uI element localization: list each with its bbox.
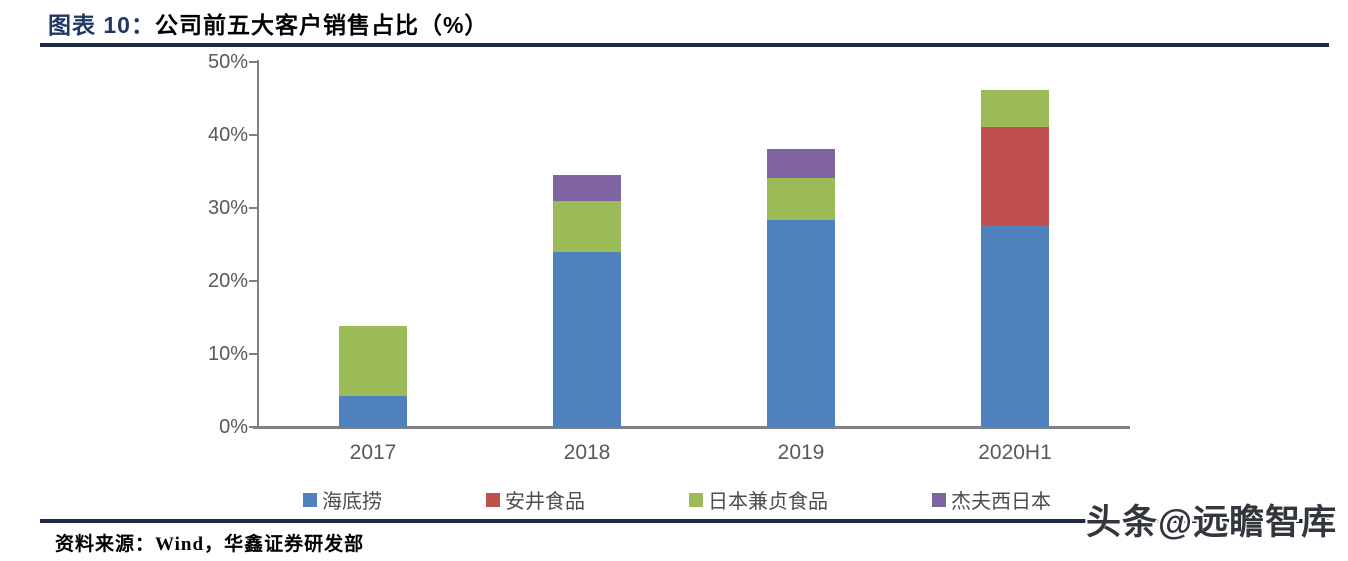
legend-swatch [689,492,703,507]
legend-swatch [303,492,317,507]
y-tick-mark [249,207,257,209]
legend-item: 安井食品 [486,485,585,514]
bar-segment [767,220,835,427]
y-tick-mark [249,353,257,355]
legend-label: 日本兼贞食品 [708,491,828,513]
legend-label: 杰夫西日本 [951,491,1051,513]
bar-segment [981,90,1049,127]
x-tick-label: 2017 [349,441,397,464]
legend-swatch [486,492,500,507]
y-tick-mark [249,134,257,136]
legend-item: 杰夫西日本 [932,485,1051,514]
bar-segment [553,200,621,252]
figure-title-text: 公司前五大客户销售占比（%） [154,12,489,38]
legend-label: 海底捞 [322,491,382,513]
bar-segment [553,175,621,201]
legend-swatch [932,492,946,507]
bar-segment [339,395,407,427]
x-tick-label: 2018 [563,441,611,464]
y-axis-line [257,60,259,428]
y-tick-label: 40% [207,124,248,146]
legend-item: 海底捞 [303,485,382,514]
chart-legend: 海底捞 安井食品 日本兼贞食品 杰夫西日本 [303,485,1051,514]
y-tick-label: 30% [207,197,248,219]
y-tick-label: 10% [207,343,248,365]
y-tick-label: 50% [207,51,248,73]
x-axis-line [253,426,1130,429]
y-tick-label: 0% [219,416,248,438]
legend-item: 日本兼贞食品 [689,485,828,514]
data-source-note: 资料来源：Wind，华鑫证券研发部 [55,534,365,555]
x-tick-label: 2020H1 [978,441,1052,464]
y-tick-mark [249,61,257,63]
bar-segment [339,326,407,396]
figure-label: 图表 10： [48,12,155,38]
bar-segment [767,148,835,179]
y-tick-mark [249,426,257,428]
y-tick-mark [249,280,257,282]
bar-segment [553,251,621,427]
bar-segment [981,224,1049,427]
bar-segment [767,178,835,221]
legend-label: 安井食品 [505,491,585,513]
x-tick-label: 2019 [777,441,825,464]
watermark-text: 头条@远瞻智库 [1086,503,1338,542]
bar-segment [981,126,1049,225]
y-tick-label: 20% [207,270,248,292]
bottom-divider [40,519,1329,523]
figure-title: 图表 10：公司前五大客户销售占比（%） [48,6,488,40]
top-divider [40,43,1329,47]
